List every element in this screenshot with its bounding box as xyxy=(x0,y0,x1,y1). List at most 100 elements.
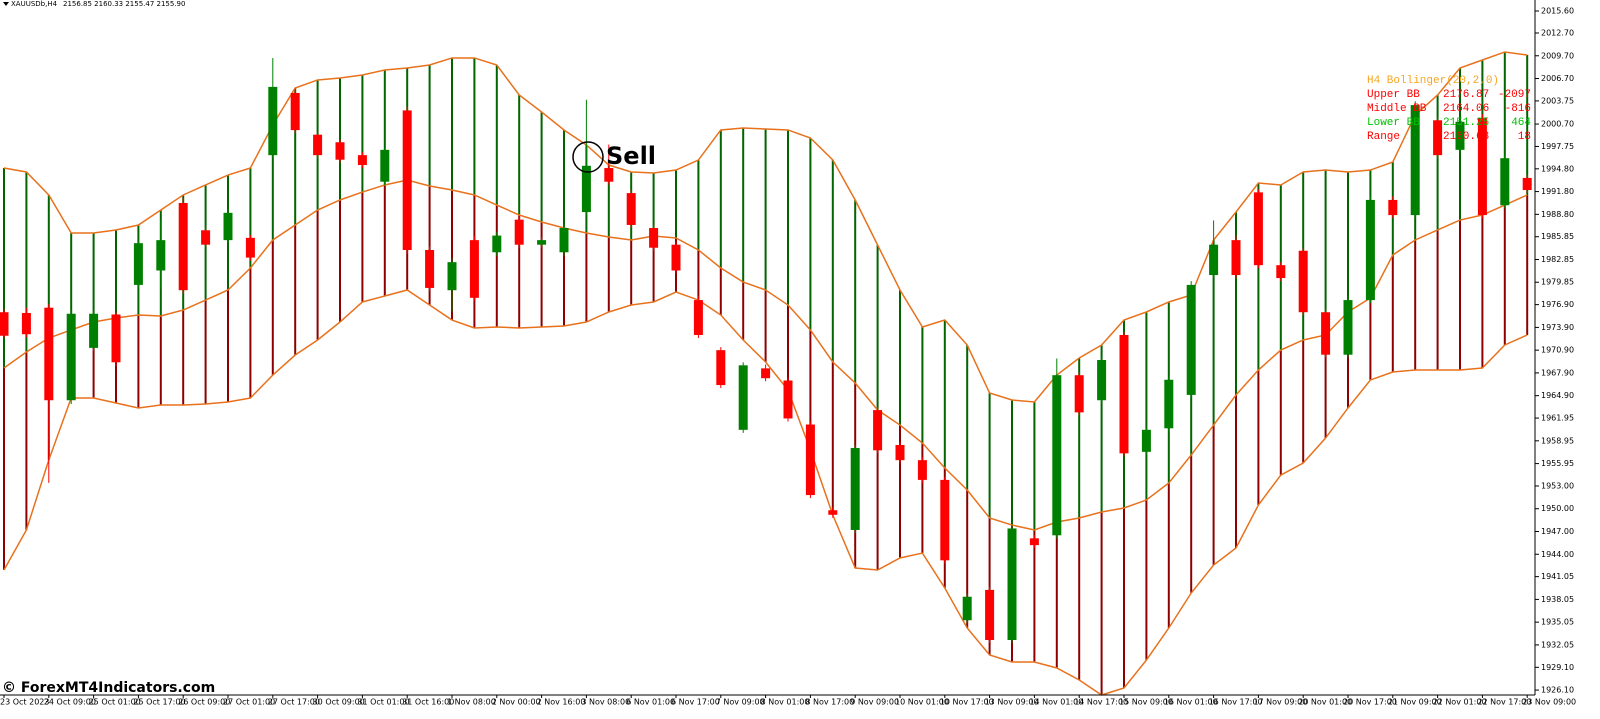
y-tick-label: 1994.80 xyxy=(1541,164,1574,173)
x-tick-label: 16 Nov 01:00 xyxy=(1164,698,1218,707)
menu-triangle xyxy=(3,2,9,6)
candle-body xyxy=(649,227,659,248)
x-tick-label: 14 Nov 01:00 xyxy=(1029,698,1083,707)
candle-body xyxy=(178,202,188,291)
candle-body xyxy=(111,314,121,363)
y-tick-label: 1944.00 xyxy=(1541,550,1574,559)
candle-body xyxy=(940,479,950,561)
candle-body xyxy=(1007,528,1017,640)
x-tick-label: 22 Nov 17:00 xyxy=(1477,698,1531,707)
candle-body xyxy=(1097,360,1107,401)
y-tick-label: 2000.70 xyxy=(1541,120,1574,129)
y-tick-label: 1953.00 xyxy=(1541,481,1574,490)
candle-body xyxy=(514,219,524,245)
x-tick-label: 20 Nov 17:00 xyxy=(1343,698,1397,707)
candle-body xyxy=(335,142,345,160)
legend-value: 2151.25 xyxy=(1443,117,1489,129)
y-tick-label: 2015.60 xyxy=(1541,7,1574,16)
annotation-circle xyxy=(572,141,604,173)
x-tick-label: 6 Nov 01:00 xyxy=(626,698,675,707)
candle-body xyxy=(1388,199,1398,216)
candle-body xyxy=(783,380,793,419)
annotation: Sell xyxy=(606,142,656,170)
candle-body xyxy=(402,110,412,251)
x-tick-label: 8 Nov 17:00 xyxy=(805,698,854,707)
candle-body xyxy=(1029,538,1039,546)
candle-body xyxy=(1164,379,1174,429)
candle-body xyxy=(917,460,927,480)
candle-body xyxy=(1276,265,1286,279)
candle-body xyxy=(1321,312,1331,355)
chart-title: XAUUSDb,H4 xyxy=(11,0,58,8)
y-tick-label: 1991.80 xyxy=(1541,187,1574,196)
y-tick-label: 2003.75 xyxy=(1541,96,1574,105)
y-tick-label: 1935.05 xyxy=(1541,618,1574,627)
candle-body xyxy=(1365,199,1375,301)
candle-body xyxy=(313,134,323,156)
candle-body xyxy=(1455,121,1465,150)
candle-body xyxy=(0,312,9,336)
candle-body xyxy=(1119,334,1129,454)
candle-body xyxy=(604,168,614,182)
candle-body xyxy=(21,312,31,335)
candle-body xyxy=(873,410,883,451)
x-tick-label: 1 Nov 08:00 xyxy=(447,698,496,707)
x-tick-label: 9 Nov 09:00 xyxy=(850,698,899,707)
candle-body xyxy=(828,510,838,515)
candle-body xyxy=(66,313,76,401)
y-tick-label: 1979.85 xyxy=(1541,278,1574,287)
y-tick-label: 1938.05 xyxy=(1541,595,1574,604)
y-tick-label: 1961.95 xyxy=(1541,414,1574,423)
legend-change: 464 xyxy=(1511,117,1531,129)
legend-label: Upper BB xyxy=(1367,89,1420,101)
candle-body xyxy=(156,240,166,271)
y-tick-label: 1941.05 xyxy=(1541,572,1574,581)
x-tick-label: 26 Oct 09:00 xyxy=(178,698,230,707)
x-tick-label: 27 Oct 01:00 xyxy=(223,698,275,707)
candle-body xyxy=(380,149,390,182)
y-tick-label: 1982.85 xyxy=(1541,255,1574,264)
candle-body xyxy=(223,212,233,241)
candle-body xyxy=(268,86,278,156)
candle-body xyxy=(1298,250,1308,313)
candle-body xyxy=(895,444,905,461)
x-tick-label: 23 Oct 2023 xyxy=(0,698,49,707)
y-tick-label: 1950.00 xyxy=(1541,504,1574,513)
y-tick-label: 1926.10 xyxy=(1541,686,1574,695)
candle-body xyxy=(962,596,972,621)
candle-body xyxy=(985,589,995,640)
legend-label: Range xyxy=(1367,131,1400,143)
legend-change: -2097 xyxy=(1498,89,1531,101)
plot-area xyxy=(0,51,1532,696)
x-tick-label: 31 Oct 01:00 xyxy=(357,698,409,707)
y-tick-label: 1964.90 xyxy=(1541,391,1574,400)
x-tick-label: 2 Nov 00:00 xyxy=(492,698,541,707)
candle-body xyxy=(1052,375,1062,536)
candle-body xyxy=(1410,105,1420,216)
x-tick-label: 20 Nov 01:00 xyxy=(1298,698,1352,707)
candle-body xyxy=(1522,177,1532,191)
chart-subtitle: 2156.85 2160.33 2155.47 2155.90 xyxy=(63,0,185,8)
candle-body xyxy=(1209,244,1219,276)
x-tick-label: 2 Nov 16:00 xyxy=(537,698,586,707)
x-tick-label: 13 Nov 09:00 xyxy=(985,698,1039,707)
candle-body xyxy=(447,262,457,291)
candle-body xyxy=(1500,158,1510,206)
legend-value: 2164.06 xyxy=(1443,103,1489,115)
candle-body xyxy=(537,240,547,245)
candle-body xyxy=(581,165,591,213)
candle-body xyxy=(245,237,255,258)
candle-body xyxy=(492,235,502,253)
y-tick-label: 1958.95 xyxy=(1541,436,1574,445)
x-tick-label: 10 Nov 01:00 xyxy=(895,698,949,707)
candle-body xyxy=(626,193,636,225)
candle-body xyxy=(89,313,99,348)
candle-body xyxy=(1343,300,1353,355)
legend-value: 2176.87 xyxy=(1443,89,1489,101)
band-middle xyxy=(3,179,1528,531)
candle-body xyxy=(1231,240,1241,276)
y-tick-label: 1973.90 xyxy=(1541,323,1574,332)
x-tick-label: 31 Oct 16:00 xyxy=(402,698,454,707)
candle-body xyxy=(1477,117,1487,216)
candle-body xyxy=(357,155,367,166)
